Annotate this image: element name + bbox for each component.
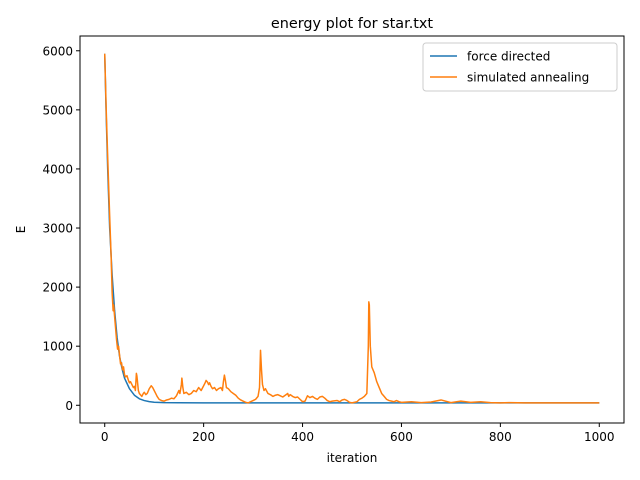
y-axis-title: E: [14, 226, 28, 234]
x-tick-label: 0: [101, 430, 109, 444]
y-tick-label: 5000: [42, 103, 73, 117]
x-tick-label: 1000: [584, 430, 615, 444]
plot-area: [103, 53, 600, 404]
axes-frame: [79, 35, 625, 424]
y-tick-label: 4000: [42, 162, 73, 176]
x-axis: 0 200 400 600 800 1000: [101, 423, 615, 444]
y-tick-label: 2000: [42, 281, 73, 295]
series-layer: [103, 53, 600, 404]
y-axis: 0 1000 2000 3000 4000 5000 6000: [42, 44, 80, 413]
series-line-simulated-annealing: [103, 53, 600, 404]
chart-title: energy plot for star.txt: [271, 16, 434, 32]
x-tick-label: 200: [192, 430, 215, 444]
x-tick-label: 600: [390, 430, 413, 444]
x-tick-label: 400: [291, 430, 314, 444]
legend-frame: [422, 42, 618, 92]
x-tick-label: 800: [489, 430, 512, 444]
x-axis-title: iteration: [327, 451, 378, 465]
y-tick-label: 0: [65, 399, 73, 413]
series-line-force-directed: [103, 53, 600, 404]
y-tick-label: 3000: [42, 222, 73, 236]
y-tick-label: 6000: [42, 44, 73, 58]
legend-label-simulated-annealing: simulated annealing: [467, 71, 589, 85]
legend-label-force-directed: force directed: [467, 50, 550, 64]
y-tick-label: 1000: [42, 340, 73, 354]
legend: force directed simulated annealing: [422, 42, 618, 92]
